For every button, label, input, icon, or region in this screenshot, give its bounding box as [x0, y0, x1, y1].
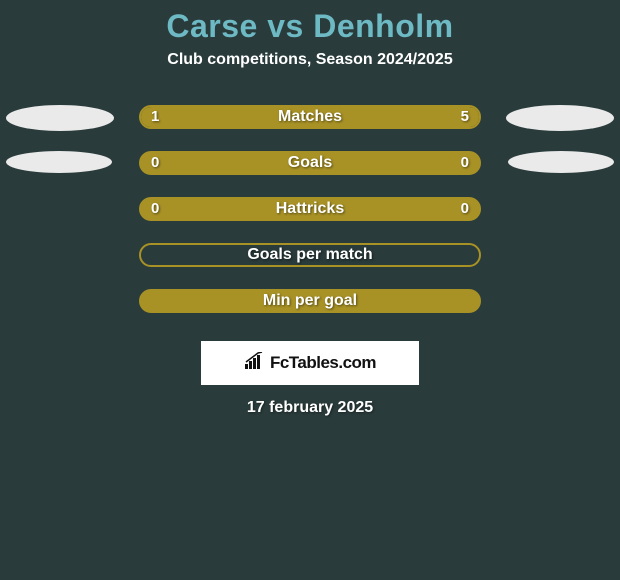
stat-label: Goals	[141, 153, 479, 173]
brand-chart-icon	[244, 352, 266, 375]
stat-row: 00Goals	[0, 151, 620, 197]
page-title: Carse vs Denholm	[0, 8, 620, 45]
stat-row: Goals per match	[0, 243, 620, 289]
stat-label: Min per goal	[141, 291, 479, 311]
team-right-badge	[508, 151, 614, 173]
stat-bar: 00Hattricks	[139, 197, 481, 221]
page-subtitle: Club competitions, Season 2024/2025	[0, 51, 620, 69]
stat-bar: 15Matches	[139, 105, 481, 129]
stat-row: 00Hattricks	[0, 197, 620, 243]
team-left-badge	[6, 105, 114, 131]
brand-text: FcTables.com	[270, 353, 376, 373]
stat-label: Goals per match	[141, 245, 479, 265]
stat-rows: 15Matches 00Goals 00Hattricks Goals per mat…	[0, 105, 620, 335]
comparison-widget: Carse vs Denholm Club competitions, Seas…	[0, 0, 620, 417]
stat-bar: 00Goals	[139, 151, 481, 175]
stat-label: Hattricks	[141, 199, 479, 219]
team-left-badge	[6, 151, 112, 173]
brand-box[interactable]: FcTables.com	[201, 341, 419, 385]
stat-bar: Min per goal	[139, 289, 481, 313]
stat-label: Matches	[141, 107, 479, 127]
date-text: 17 february 2025	[0, 399, 620, 417]
team-right-badge	[506, 105, 614, 131]
stat-row: Min per goal	[0, 289, 620, 335]
stat-bar: Goals per match	[139, 243, 481, 267]
stat-row: 15Matches	[0, 105, 620, 151]
